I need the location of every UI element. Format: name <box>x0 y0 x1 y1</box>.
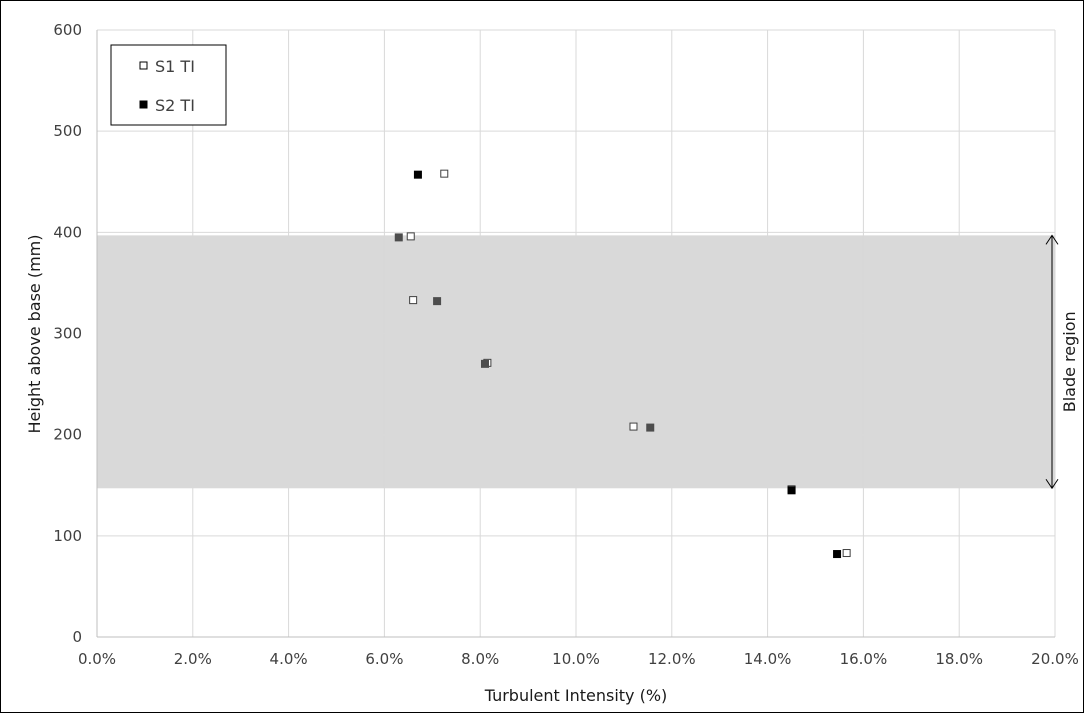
x-tick-label: 10.0% <box>552 650 600 668</box>
x-tick-label: 16.0% <box>840 650 888 668</box>
y-tick-label: 500 <box>53 122 82 140</box>
x-tick-label: 12.0% <box>648 650 696 668</box>
point-s2 <box>394 233 403 242</box>
x-tick-label: 14.0% <box>744 650 792 668</box>
point-s2 <box>787 486 796 495</box>
blade-region-arrowhead-bottom <box>1045 479 1059 490</box>
y-tick-label: 0 <box>72 628 82 646</box>
x-tick-label: 2.0% <box>174 650 212 668</box>
y-tick-label: 300 <box>53 325 82 343</box>
x-axis-title: Turbulent Intensity (%) <box>484 686 668 705</box>
tick-layer: 0.0% 2.0% 4.0% 6.0% 8.0% 10.0% 12.0% 14.0% 16.0%… <box>53 21 1078 668</box>
point-s2 <box>646 423 655 432</box>
point-s2 <box>833 550 842 559</box>
legend-label-s1: S1 TI <box>155 57 195 76</box>
y-axis-title: Height above base (mm) <box>25 234 44 433</box>
y-tick-label: 100 <box>53 527 82 545</box>
x-tick-label: 8.0% <box>461 650 499 668</box>
legend-marker-s2 <box>139 100 148 109</box>
legend-marker-s1 <box>139 61 148 70</box>
point-s1 <box>406 232 415 241</box>
blade-region-arrowhead-top <box>1045 234 1059 245</box>
legend: S1 TI S2 TI <box>110 44 227 126</box>
y-tick-label: 600 <box>53 21 82 39</box>
legend-label-s2: S2 TI <box>155 96 195 115</box>
grid-layer <box>97 29 1056 637</box>
y-tick-label: 200 <box>53 426 82 444</box>
y-tick-label: 400 <box>53 223 82 241</box>
x-tick-label: 6.0% <box>365 650 403 668</box>
x-tick-label: 0.0% <box>78 650 116 668</box>
axis-layer <box>96 30 1055 638</box>
x-tick-label: 20.0% <box>1031 650 1079 668</box>
x-tick-label: 4.0% <box>270 650 308 668</box>
point-s2 <box>480 359 489 368</box>
point-s1 <box>409 296 418 305</box>
point-s2 <box>413 170 422 179</box>
x-tick-label: 18.0% <box>935 650 983 668</box>
blade-region-label: Blade region <box>1060 311 1079 412</box>
legend-box <box>110 44 227 126</box>
point-s2 <box>433 297 442 306</box>
point-s1 <box>842 549 851 558</box>
point-layer <box>394 169 1059 559</box>
point-s1 <box>629 422 638 431</box>
point-s1 <box>440 169 449 178</box>
